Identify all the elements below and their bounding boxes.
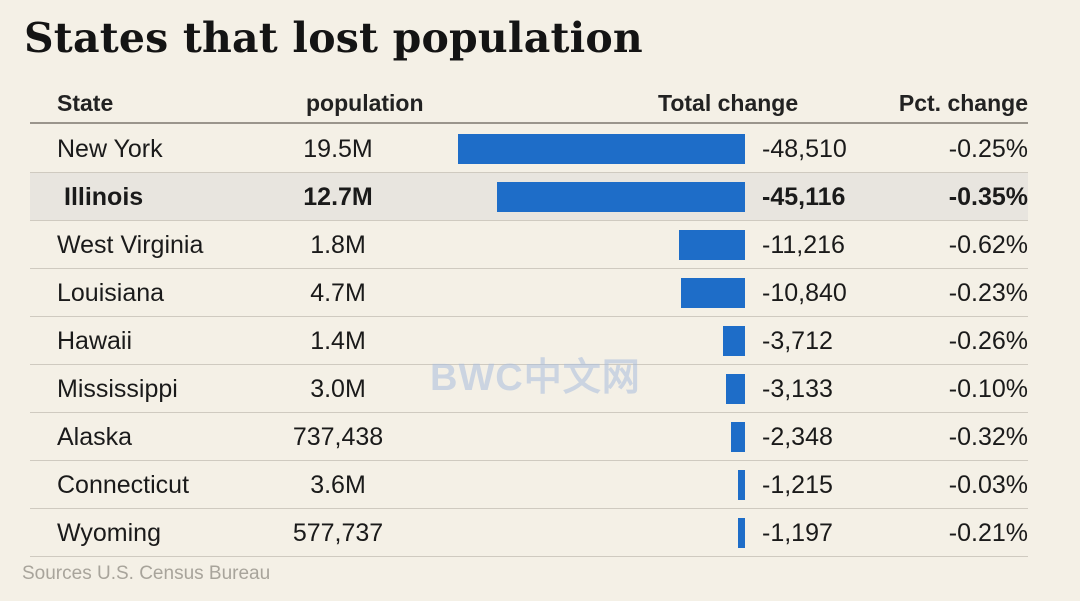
total-change-value: -3,712 (762, 327, 833, 355)
total-change-bar (731, 422, 745, 452)
total-change-value: -11,216 (762, 231, 845, 259)
population-value: 1.4M (310, 327, 366, 355)
population-value: 3.6M (310, 471, 366, 499)
state-name: New York (57, 135, 163, 163)
table-row: New York 19.5M -48,510 -0.25% (30, 125, 1028, 173)
population-value: 3.0M (310, 375, 366, 403)
table-row: Wyoming 577,737 -1,197 -0.21% (30, 509, 1028, 557)
state-name: Mississippi (57, 375, 178, 403)
source-note: Sources U.S. Census Bureau (22, 563, 271, 584)
total-change-value: -45,116 (762, 183, 846, 211)
population-value: 12.7M (303, 183, 373, 211)
table-row: Louisiana 4.7M -10,840 -0.23% (30, 269, 1028, 317)
population-value: 577,737 (292, 519, 384, 547)
total-change-value: -1,215 (762, 471, 833, 499)
state-name: Illinois (64, 183, 144, 211)
total-change-bar (458, 134, 745, 164)
population-value: 19.5M (303, 135, 373, 163)
pct-change-value: -0.10% (948, 375, 1028, 403)
total-change-value: -3,133 (762, 375, 833, 403)
pct-change-value: -0.21% (948, 519, 1028, 547)
table-row: Mississippi 3.0M -3,133 -0.10% (30, 365, 1028, 413)
total-change-value: -10,840 (762, 279, 847, 307)
table-row: Connecticut 3.6M -1,215 -0.03% (30, 461, 1028, 509)
table-row: Alaska 737,438 -2,348 -0.32% (30, 413, 1028, 461)
pct-change-value: -0.62% (948, 231, 1028, 259)
total-change-bar (738, 518, 745, 548)
state-name: Louisiana (57, 279, 165, 307)
total-change-bar (726, 374, 745, 404)
table-row: Hawaii 1.4M -3,712 -0.26% (30, 317, 1028, 365)
pct-change-value: -0.03% (948, 471, 1028, 499)
state-name: Hawaii (57, 327, 133, 355)
state-name: Connecticut (57, 471, 190, 499)
total-change-bar (723, 326, 745, 356)
data-table-body: New York 19.5M -48,510 -0.25% Illinois 12.7M -… (30, 125, 1028, 557)
state-name: Alaska (57, 423, 133, 451)
population-value: 1.8M (310, 231, 366, 259)
pct-change-value: -0.23% (948, 279, 1028, 307)
column-header-total-change: Total change (658, 90, 799, 116)
state-name: Wyoming (57, 519, 161, 547)
state-name: West Virginia (57, 231, 204, 259)
total-change-value: -48,510 (762, 135, 847, 163)
total-change-bar (679, 230, 745, 260)
total-change-value: -1,197 (762, 519, 833, 547)
total-change-bar (681, 278, 745, 308)
chart-title: States that lost population (24, 14, 643, 62)
watermark: BWC中文网 (430, 357, 641, 399)
header-divider (30, 122, 1028, 124)
table-row: Illinois 12.7M -45,116 -0.35% (30, 173, 1028, 221)
pct-change-value: -0.26% (948, 327, 1028, 355)
column-header-state: State (57, 90, 114, 116)
total-change-bar (738, 470, 745, 500)
total-change-bar (497, 182, 745, 212)
pct-change-value: -0.32% (948, 423, 1028, 451)
pct-change-value: -0.25% (948, 135, 1028, 163)
column-header-pct-change: Pct. change (898, 90, 1028, 116)
population-value: 737,438 (292, 423, 384, 451)
pct-change-value: -0.35% (948, 183, 1028, 211)
column-header-population: population (306, 90, 424, 116)
population-value: 4.7M (310, 279, 366, 307)
total-change-value: -2,348 (762, 423, 833, 451)
table-row: West Virginia 1.8M -11,216 -0.62% (30, 221, 1028, 269)
